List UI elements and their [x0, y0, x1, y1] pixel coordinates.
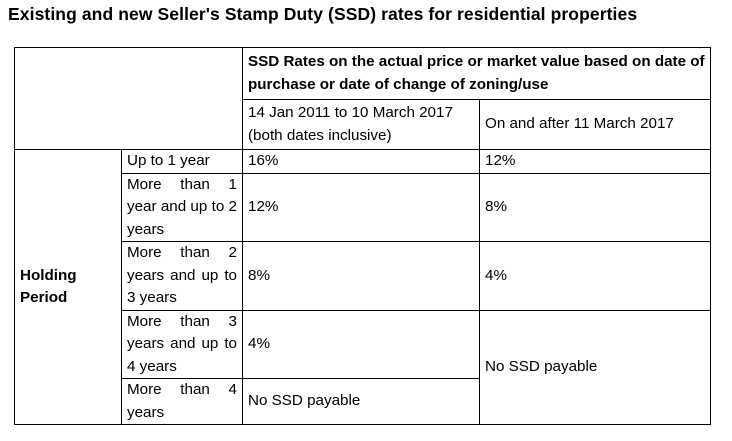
period-cell: More than 1 year and up to 2 years — [121, 172, 243, 242]
page-title: Existing and new Seller's Stamp Duty (SS… — [8, 4, 638, 24]
existing-rate-cell: 4% — [242, 309, 480, 379]
holding-label-line1: Holding — [20, 266, 77, 284]
new-rates-header: On and after 11 March 2017 — [479, 99, 711, 150]
table-row: Holding Period Up to 1 year 16% 12% — [14, 149, 711, 425]
table-row: More than 3 years and up to 4 years 4% N… — [15, 309, 711, 425]
empty-corner-cell — [14, 47, 243, 150]
table-row: More than 1 year and up to 2 years 12% 8… — [15, 172, 711, 242]
existing-rate-cell: 12% — [242, 172, 480, 242]
ssd-rates-table: SSD Rates on the actual price or market … — [14, 47, 711, 425]
new-rate-cell: 12% — [479, 149, 711, 174]
period-cell: More than 3 years and up to 4 years — [121, 309, 243, 379]
existing-rate-cell: No SSD payable — [242, 378, 480, 425]
table-row: More than 2 years and up to 3 years 8% 4… — [15, 241, 711, 311]
new-rate-cell: 8% — [479, 172, 711, 242]
holding-period-label: Holding Period — [14, 149, 122, 425]
existing-rates-header: 14 Jan 2011 to 10 March 2017 (both dates… — [242, 99, 480, 150]
header-row-main: SSD Rates on the actual price or market … — [14, 47, 711, 150]
table-row: More than 4 years No SSD payable — [15, 378, 711, 425]
period-cell: Up to 1 year — [121, 149, 243, 174]
no-ssd-merged-cell: No SSD payable — [479, 309, 711, 425]
ssd-rates-header: SSD Rates on the actual price or market … — [242, 47, 711, 100]
existing-rate-cell: 16% — [242, 149, 480, 174]
header-row-sub: 14 Jan 2011 to 10 March 2017 (both dates… — [15, 99, 711, 150]
period-cell: More than 4 years — [121, 378, 243, 425]
holding-label-line2: Period — [20, 289, 68, 306]
new-rate-cell: 4% — [479, 241, 711, 311]
period-cell: More than 2 years and up to 3 years — [121, 241, 243, 311]
existing-rate-cell: 8% — [242, 241, 480, 311]
